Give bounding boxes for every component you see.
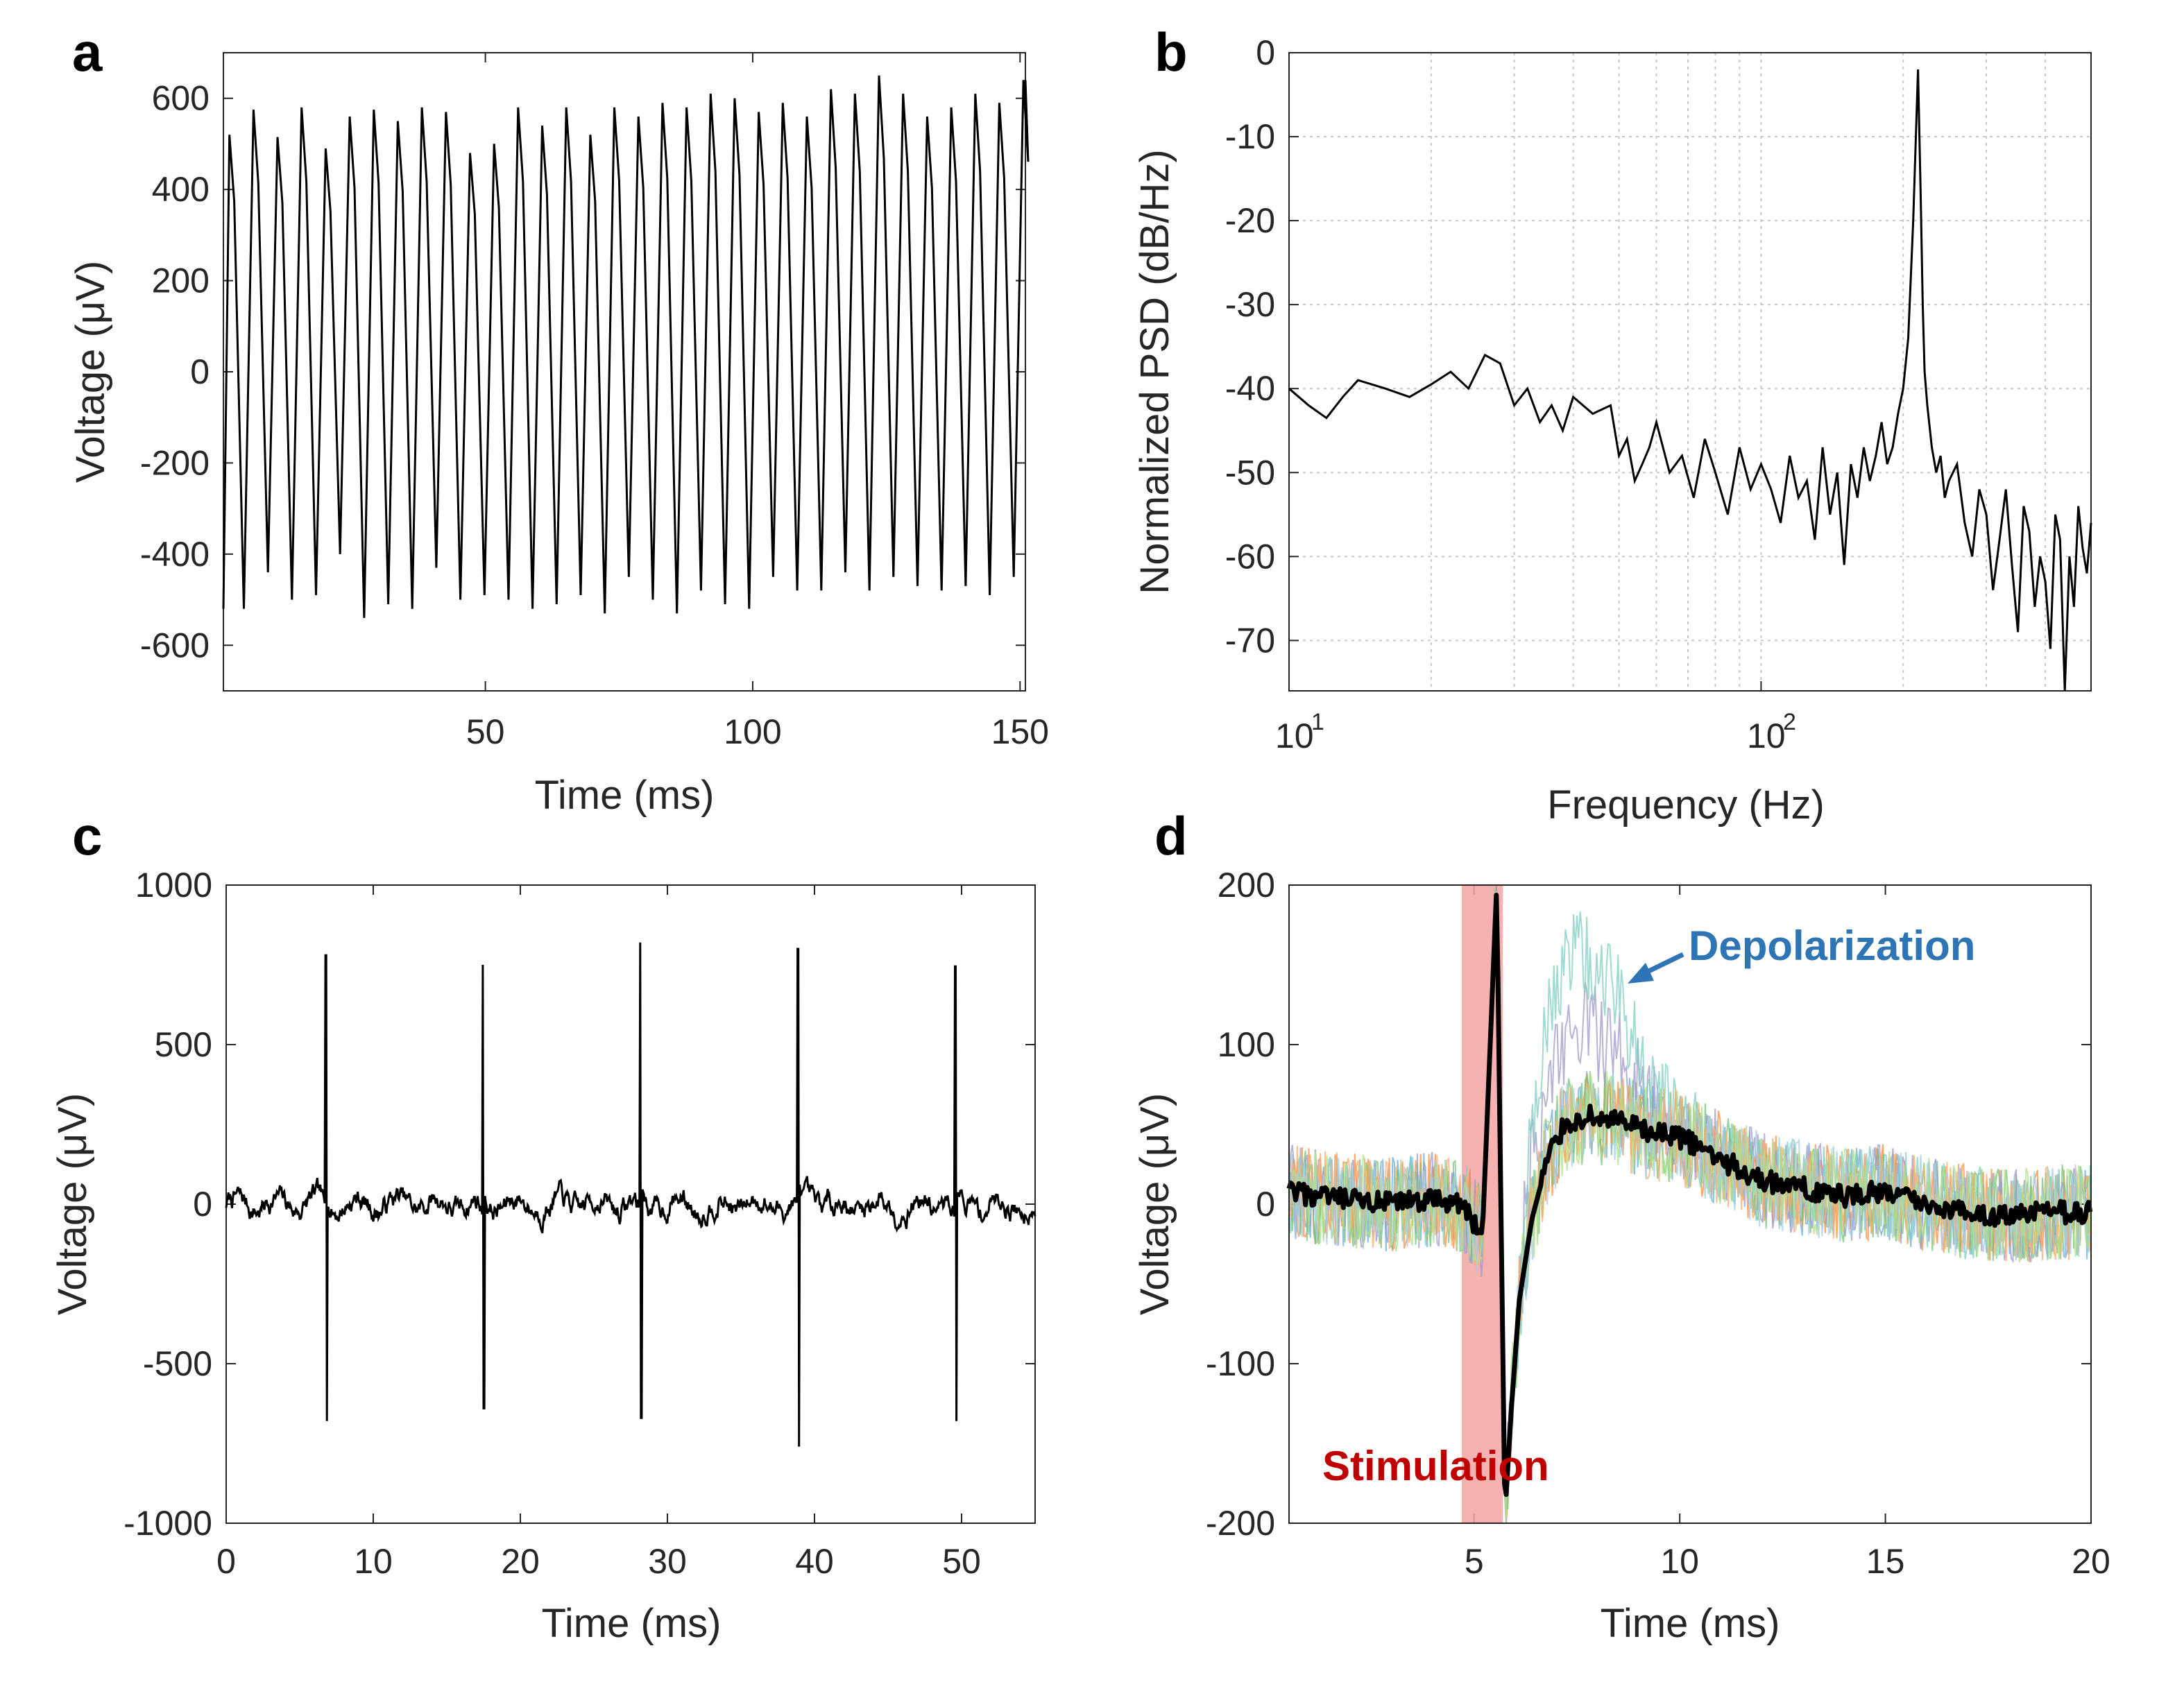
panel-c-ytick-label: -500	[143, 1344, 212, 1383]
panel-d-mean-line	[1286, 893, 2093, 1498]
panel-d-trial-line	[1288, 891, 2091, 1490]
panel-letter-a: a	[72, 22, 103, 83]
panel-b-ytick-label: 0	[1256, 33, 1275, 72]
panel-a-ytick-label: -400	[140, 535, 210, 574]
panel-d-xtick-label: 10	[1660, 1542, 1699, 1581]
panel-d-ytick-label: 100	[1218, 1025, 1275, 1064]
panel-d-xtick-label: 20	[2072, 1542, 2110, 1581]
panel-b-ytick-label: -30	[1225, 285, 1275, 324]
panel-b-xtick-base-1: 10	[1275, 717, 1314, 755]
panel-c: 0 10 20 30 40 50 1000 500 0 -500 -1000 Time (ms) V…	[50, 866, 1036, 1646]
panel-b-ytick-label: -70	[1225, 621, 1275, 660]
panel-a-series-line	[222, 75, 1030, 618]
depolarization-label: Depolarization	[1689, 923, 1975, 969]
panel-a-ytick-label: -600	[140, 626, 210, 664]
panel-b-ticks: 0 -10 -20 -30 -40 -50 -60 -70	[1225, 33, 1762, 691]
panel-c-xtick-label: 50	[942, 1542, 981, 1581]
panel-b-xtick-exp-2: 2	[1783, 709, 1796, 735]
panel-b-ytick-label: -10	[1225, 117, 1275, 156]
panel-a-xtick-label: 50	[466, 712, 505, 751]
panel-c-ticks: 0 10 20 30 40 50 1000 500 0 -500 -1000	[123, 866, 1035, 1581]
panel-d-axes-box	[1288, 884, 2092, 1524]
panel-a-ytick-label: 200	[152, 261, 210, 300]
panel-a-plot-area	[222, 75, 1030, 618]
panel-b-ytick-label: -20	[1225, 201, 1275, 240]
panel-d-ytick-label: -200	[1206, 1504, 1275, 1543]
panel-d-ticks: 5 10 15 20 200 100 0 -100 -200	[1206, 866, 2110, 1581]
panel-d-xtick-label: 5	[1465, 1542, 1484, 1581]
panel-letter-d: d	[1154, 805, 1188, 866]
panel-d: 5 10 15 20 200 100 0 -100 -200 Depolarization St…	[1132, 866, 2110, 1646]
panel-c-ylabel: Voltage (μV)	[50, 1093, 95, 1315]
panel-a-xtick-label: 150	[991, 712, 1049, 751]
panel-b-ytick-label: -50	[1225, 453, 1275, 492]
panel-b-xtick-base-2: 10	[1747, 717, 1786, 755]
stimulation-label: Stimulation	[1322, 1443, 1549, 1489]
panel-a-ytick-label: 400	[152, 170, 210, 209]
panel-b-grid	[1288, 52, 2091, 691]
panel-c-ytick-label: -1000	[123, 1504, 212, 1543]
panel-a-ytick-label: 0	[190, 352, 210, 391]
panel-c-plot-area	[225, 942, 1036, 1447]
panel-a-ytick-label: -200	[140, 443, 210, 482]
panel-d-xtick-label: 15	[1866, 1542, 1905, 1581]
panel-c-xtick-label: 20	[501, 1542, 540, 1581]
panel-letter-b: b	[1154, 22, 1188, 83]
panel-c-xtick-label: 30	[648, 1542, 687, 1581]
depolarization-arrow	[1628, 952, 1684, 984]
panel-b: 0 -10 -20 -30 -40 -50 -60 -70 10 1 10 2 Frequen…	[1132, 33, 2092, 827]
panel-b-axes-box	[1288, 52, 2092, 692]
panel-a-xlabel: Time (ms)	[535, 773, 715, 818]
panel-a-axes-box	[223, 52, 1026, 692]
panel-b-ytick-label: -40	[1225, 369, 1275, 408]
panel-d-ytick-label: 200	[1218, 866, 1275, 904]
panel-letter-c: c	[72, 805, 102, 866]
panel-b-ylabel: Normalized PSD (dB/Hz)	[1132, 149, 1177, 594]
panel-d-ytick-label: 0	[1256, 1185, 1275, 1224]
panel-b-xtick-10e2: 10 2	[1747, 709, 1796, 755]
panel-c-ytick-label: 0	[193, 1185, 212, 1224]
panel-c-xtick-label: 10	[354, 1542, 393, 1581]
panel-b-xlabel: Frequency (Hz)	[1547, 782, 1825, 827]
panel-c-xtick-label: 40	[795, 1542, 834, 1581]
panel-d-ylabel: Voltage (μV)	[1132, 1093, 1177, 1315]
panel-b-series-line	[1288, 69, 2092, 692]
panel-b-xtick-10e1: 10 1	[1275, 709, 1324, 755]
panel-a-ticks: 50 100 150 600 400 200 0 -200 -400 -600	[140, 53, 1049, 751]
panel-c-xlabel: Time (ms)	[542, 1601, 722, 1646]
panel-d-xlabel: Time (ms)	[1601, 1601, 1780, 1646]
panel-c-series-line	[225, 942, 1036, 1447]
panel-c-ytick-label: 500	[155, 1025, 212, 1064]
panel-d-mean-trace	[1286, 893, 2093, 1498]
panel-c-ytick-label: 1000	[135, 866, 212, 904]
panel-c-xtick-label: 0	[216, 1542, 236, 1581]
panel-a-ylabel: Voltage (μV)	[68, 261, 113, 483]
panel-a-ytick-label: 600	[152, 79, 210, 118]
panel-a: 50 100 150 600 400 200 0 -200 -400 -600 Time (ms)…	[68, 52, 1049, 818]
depolarization-arrow-head	[1628, 963, 1654, 984]
panel-b-xtick-exp-1: 1	[1311, 709, 1324, 735]
panel-b-ytick-label: -60	[1225, 537, 1275, 576]
panel-b-plot-area	[1288, 69, 2092, 692]
panel-d-ytick-label: -100	[1206, 1344, 1275, 1383]
panel-a-xtick-label: 100	[724, 712, 781, 751]
